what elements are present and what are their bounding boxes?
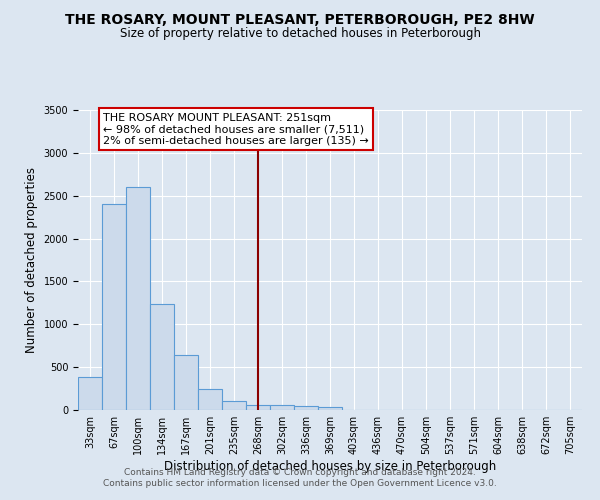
Bar xyxy=(150,304,174,410)
Bar xyxy=(174,355,198,410)
Text: THE ROSARY, MOUNT PLEASANT, PETERBOROUGH, PE2 8HW: THE ROSARY, MOUNT PLEASANT, PETERBOROUGH… xyxy=(65,12,535,26)
Bar xyxy=(270,406,294,410)
Bar xyxy=(222,400,246,410)
Text: Size of property relative to detached houses in Peterborough: Size of property relative to detached ho… xyxy=(119,28,481,40)
Bar xyxy=(78,376,102,410)
Y-axis label: Number of detached properties: Number of detached properties xyxy=(25,167,38,353)
Bar xyxy=(102,204,126,410)
Bar xyxy=(126,187,150,410)
Bar xyxy=(294,406,318,410)
Text: THE ROSARY MOUNT PLEASANT: 251sqm
← 98% of detached houses are smaller (7,511)
2: THE ROSARY MOUNT PLEASANT: 251sqm ← 98% … xyxy=(103,112,369,146)
X-axis label: Distribution of detached houses by size in Peterborough: Distribution of detached houses by size … xyxy=(164,460,496,473)
Bar xyxy=(198,388,222,410)
Bar xyxy=(246,405,270,410)
Bar xyxy=(318,408,342,410)
Text: Contains HM Land Registry data © Crown copyright and database right 2024.
Contai: Contains HM Land Registry data © Crown c… xyxy=(103,468,497,487)
